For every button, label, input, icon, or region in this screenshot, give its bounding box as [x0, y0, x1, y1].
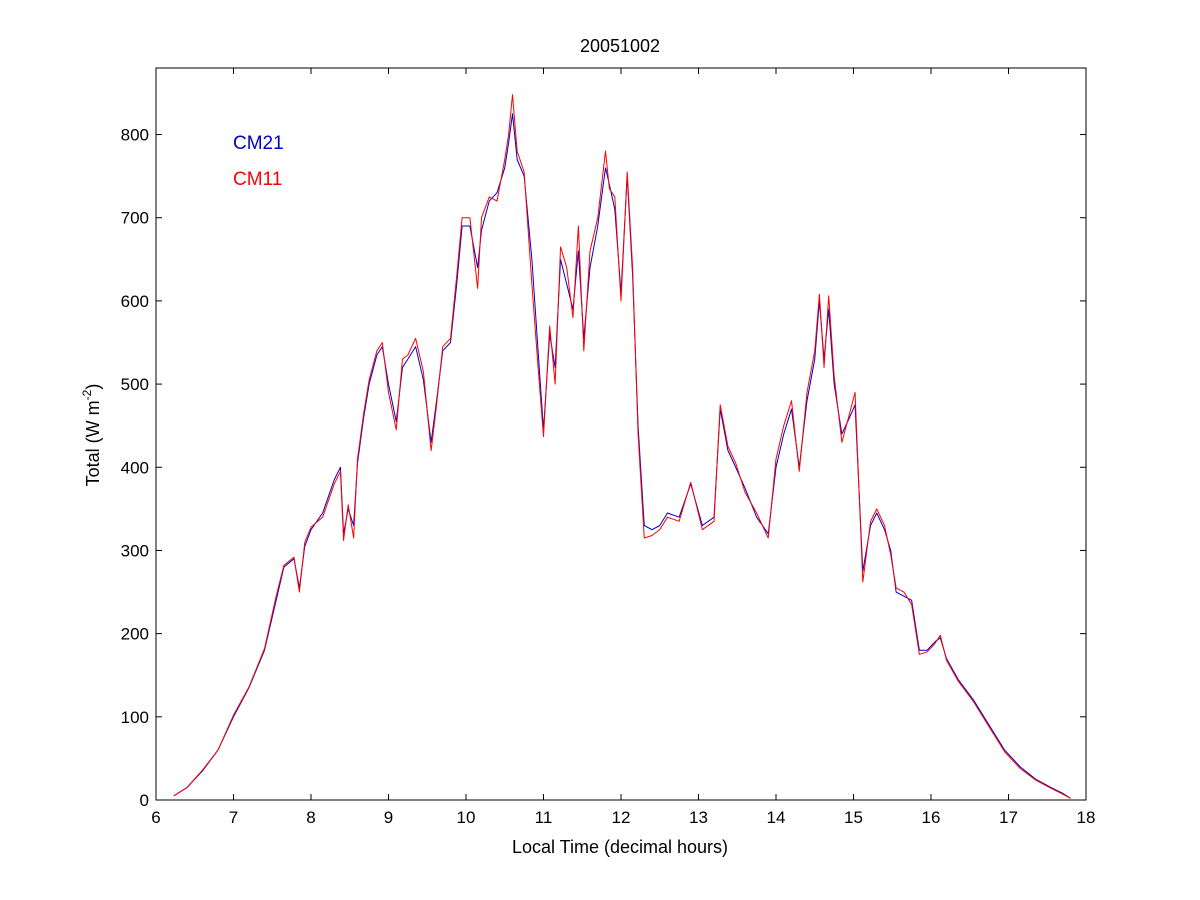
x-tick-label: 14	[767, 808, 786, 827]
x-tick-label: 7	[229, 808, 238, 827]
x-tick-label: 8	[306, 808, 315, 827]
x-tick-label: 15	[844, 808, 863, 827]
x-axis-title: Local Time (decimal hours)	[512, 837, 728, 857]
x-axis-ticks: 6 7 8 9 10 11 12 13 14 15 16 17 18	[151, 68, 1095, 827]
x-tick-label: 9	[384, 808, 393, 827]
series-layer	[173, 94, 1071, 799]
y-tick-label: 300	[121, 541, 149, 560]
y-axis-title: Total (W m-2)	[80, 384, 103, 487]
x-tick-label: 13	[689, 808, 708, 827]
y-tick-label: 700	[121, 209, 149, 228]
y-tick-label: 800	[121, 126, 149, 145]
y-axis-title-close: )	[83, 384, 103, 390]
y-axis-title-main: Total (W m	[83, 400, 103, 486]
chart-title: 20051002	[580, 36, 660, 56]
x-tick-label: 16	[922, 808, 941, 827]
x-tick-label: 18	[1077, 808, 1096, 827]
y-axis-title-superscript: -2	[80, 389, 94, 400]
y-tick-label: 100	[121, 708, 149, 727]
y-axis-ticks: 0 100 200 300 400 500 600 700 800	[121, 126, 1086, 810]
x-tick-label: 6	[151, 808, 160, 827]
x-tick-label: 10	[457, 808, 476, 827]
y-tick-label: 200	[121, 625, 149, 644]
x-tick-label: 11	[535, 808, 553, 827]
x-tick-label: 17	[999, 808, 1018, 827]
series-line-cm11	[173, 94, 1071, 799]
legend-entry-cm11: CM11	[233, 169, 282, 190]
y-tick-label: 0	[140, 791, 149, 810]
x-tick-label: 12	[612, 808, 631, 827]
legend: CM21 CM11	[233, 133, 284, 190]
y-tick-label: 500	[121, 375, 149, 394]
y-tick-label: 400	[121, 458, 149, 477]
legend-entry-cm21: CM21	[233, 133, 284, 154]
y-tick-label: 600	[121, 292, 149, 311]
